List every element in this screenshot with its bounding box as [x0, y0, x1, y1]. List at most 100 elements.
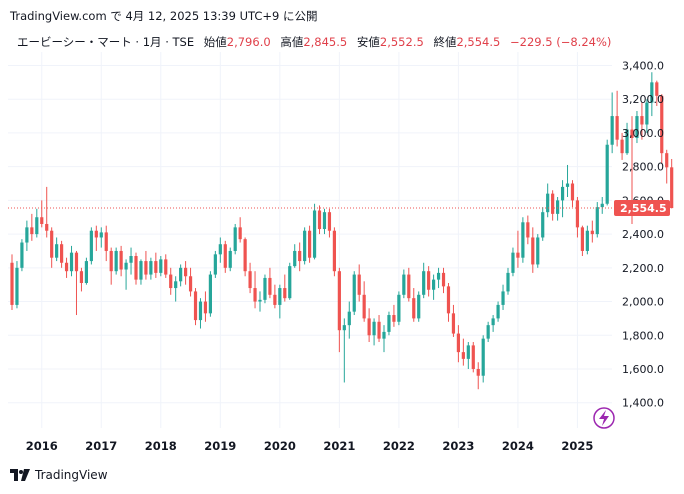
open-value: 2,796.0 [226, 35, 271, 49]
candle-body [471, 345, 475, 369]
candle-body [655, 82, 659, 96]
candle-body [322, 212, 327, 230]
candle [298, 242, 302, 272]
candle-body [263, 277, 267, 300]
candle [446, 282, 451, 322]
candle [94, 225, 98, 251]
candle-body [422, 271, 426, 295]
ohlc-legend: エービーシー・マート · 1月 · TSE 始値2,796.0 高値2,845.… [17, 34, 611, 50]
candle [650, 72, 654, 117]
candle-body [526, 222, 530, 238]
high-value: 2,845.5 [303, 35, 348, 49]
candle-body [30, 227, 34, 235]
candle [352, 271, 356, 316]
lightning-icon[interactable] [593, 407, 615, 429]
x-tick-label: 2025 [561, 439, 593, 453]
candle [531, 227, 535, 273]
x-tick-label: 2016 [26, 439, 58, 453]
candle-body [293, 250, 297, 267]
candle [55, 237, 59, 262]
x-tick-label: 2020 [264, 439, 296, 453]
candle-body [99, 232, 103, 238]
candle-body [283, 288, 287, 299]
candle [501, 284, 505, 310]
candle [15, 261, 19, 309]
candle-body [640, 116, 644, 125]
candle-body [436, 272, 441, 280]
candle [585, 225, 589, 255]
candle [193, 288, 198, 326]
candle [228, 247, 232, 272]
candle [40, 200, 44, 228]
x-tick-label: 2023 [442, 439, 474, 453]
candle-body [481, 338, 485, 376]
candle [114, 247, 118, 275]
candle [511, 247, 515, 277]
candle-body [298, 250, 302, 262]
candle [486, 321, 490, 343]
candle-body [25, 227, 29, 243]
candle-body [84, 261, 88, 283]
candle [615, 90, 619, 147]
candle [491, 315, 495, 332]
candle [263, 274, 267, 304]
high-label: 高値 [280, 35, 304, 49]
candle-body [55, 244, 59, 258]
candle [317, 205, 322, 235]
candle [248, 262, 252, 294]
candle [174, 276, 178, 302]
candle [436, 267, 441, 289]
candle-body [184, 267, 188, 277]
candle-body [243, 239, 247, 272]
candle-body [169, 274, 173, 289]
candle-body [253, 288, 257, 302]
candle-body [342, 325, 346, 331]
candle-body [203, 301, 208, 314]
last-price-tag-bg [614, 200, 670, 217]
candle [154, 252, 158, 278]
candle [357, 264, 361, 302]
candle-body [60, 244, 64, 263]
candle [427, 266, 431, 297]
y-tick-label: 3,400.0 [622, 59, 664, 72]
candle [600, 197, 604, 214]
candle [546, 183, 550, 218]
candle-body [337, 271, 341, 331]
candle [625, 122, 629, 155]
candle-body [412, 298, 416, 319]
candle-body [104, 232, 108, 251]
candle-body [149, 261, 153, 275]
candle [184, 261, 188, 285]
candle [119, 245, 123, 277]
candle-body [124, 262, 128, 270]
candle [293, 244, 297, 268]
candle-body [268, 277, 272, 295]
candle [109, 247, 113, 285]
candle [635, 111, 639, 144]
candle-body [377, 321, 381, 339]
candle [372, 318, 376, 346]
candle [218, 237, 222, 263]
candle-body [134, 256, 138, 280]
candle-body [89, 230, 93, 262]
candle-body [635, 116, 639, 138]
footer-brand[interactable]: TradingView [10, 468, 108, 482]
candle [655, 80, 659, 106]
close-label: 終値 [433, 35, 457, 49]
candle-body [402, 274, 406, 295]
candle-body [511, 252, 515, 273]
candle [213, 250, 217, 278]
y-tick-label: 3,200.0 [622, 93, 664, 106]
candle [10, 254, 14, 310]
candle-body [630, 129, 634, 138]
candle-body [427, 271, 431, 290]
candle [278, 284, 282, 319]
footer-brand-text: TradingView [35, 468, 108, 482]
candle [283, 274, 287, 302]
candle [536, 234, 540, 268]
candle [238, 217, 242, 243]
symbol-label[interactable]: エービーシー・マート · 1月 · TSE [17, 35, 195, 49]
candle [575, 197, 580, 238]
